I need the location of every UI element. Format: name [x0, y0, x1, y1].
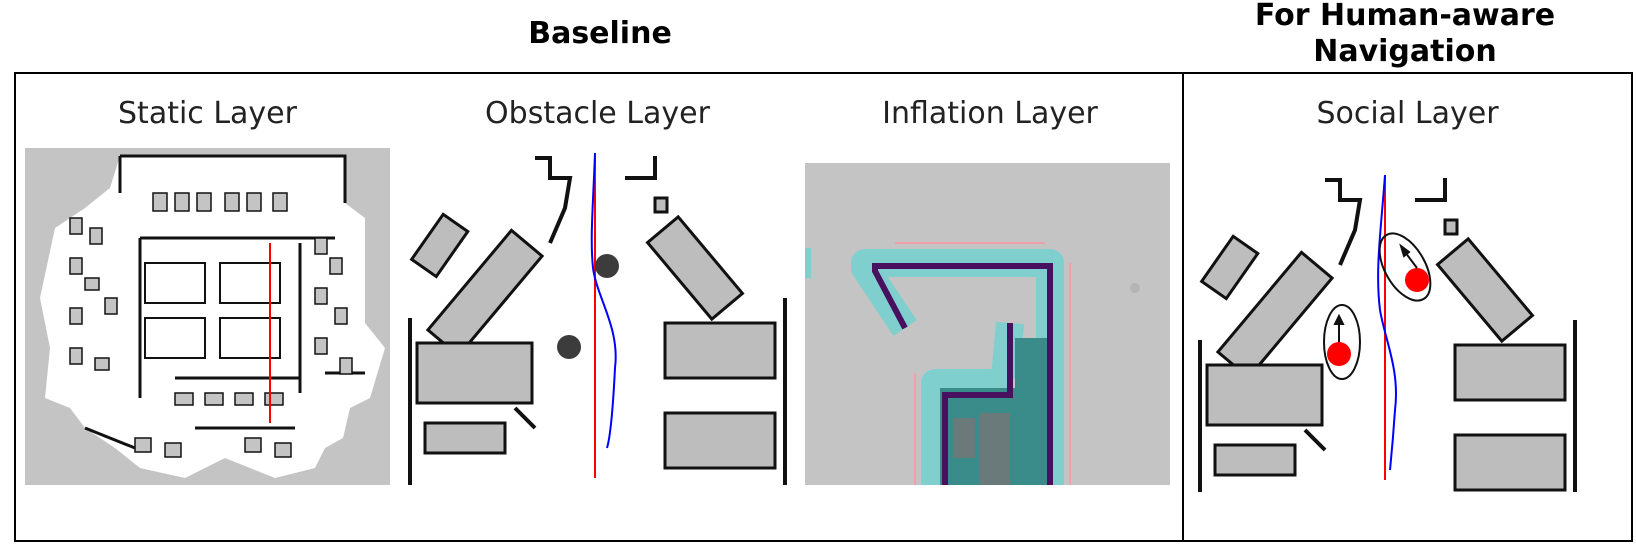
social-local-path: [1377, 174, 1397, 471]
social-human: [1405, 268, 1429, 292]
obstacle-local-path: [590, 152, 617, 449]
human-dot: [557, 335, 581, 359]
social-layer-map: [1185, 170, 1587, 492]
static-layer-map: [25, 148, 390, 485]
static-layer-title: Static Layer: [118, 96, 297, 131]
obstacle-layer-title: Obstacle Layer: [485, 96, 710, 131]
social-zone: [1323, 304, 1361, 380]
social-layer-title: Social Layer: [1316, 96, 1499, 131]
social-frame: [1182, 72, 1633, 542]
baseline-header: Baseline: [528, 16, 672, 51]
social-human: [1327, 342, 1351, 366]
social-zone: [1378, 232, 1432, 302]
inflation-layer-map: [805, 163, 1170, 485]
inflation-layer-title: Inflation Layer: [882, 96, 1098, 131]
obstacle-layer-map: [395, 148, 797, 485]
human-aware-header: For Human-aware Navigation: [1254, 0, 1556, 69]
human-dot: [595, 254, 619, 278]
